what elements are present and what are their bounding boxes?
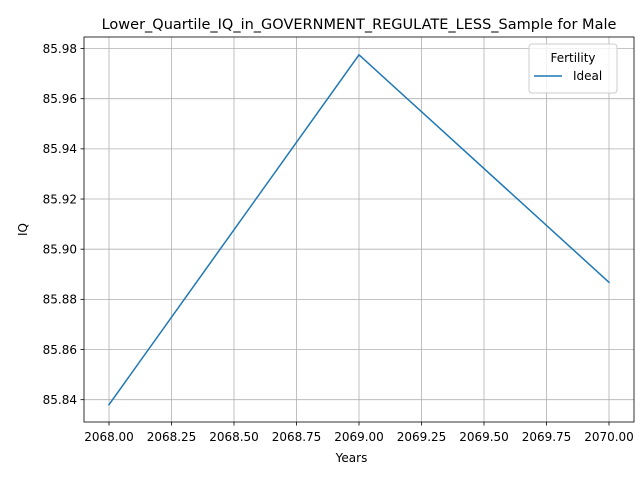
y-tick-label: 85.88	[43, 293, 77, 307]
legend-box	[528, 43, 618, 94]
x-axis-ticks: 2068.00 2068.25 2068.50 2068.75 2069.00 2069.…	[84, 422, 634, 444]
x-tick-label: 2068.00	[84, 430, 134, 444]
x-tick-label: 2068.75	[272, 430, 322, 444]
chart-title: Lower_Quartile_IQ_in_GOVERNMENT_REGULATE…	[102, 17, 617, 33]
x-axis-label: Years	[335, 451, 368, 465]
x-tick-label: 2069.75	[522, 430, 572, 444]
x-tick-label: 2069.25	[397, 430, 447, 444]
legend-label-ideal: Ideal	[573, 69, 602, 83]
x-tick-label: 2068.25	[147, 430, 197, 444]
x-tick-label: 2069.00	[334, 430, 384, 444]
x-tick-label: 2069.50	[459, 430, 509, 444]
y-axis-ticks: 85.84 85.86 85.88 85.90 85.92 85.94 85.96 85.98	[43, 42, 84, 407]
x-tick-label: 2068.50	[209, 430, 259, 444]
y-tick-label: 85.96	[43, 92, 77, 106]
legend-title: Fertility	[550, 51, 595, 65]
legend: Fertility Ideal	[528, 43, 618, 94]
x-tick-label: 2070.00	[584, 430, 634, 444]
y-tick-label: 85.94	[43, 142, 77, 156]
y-tick-label: 85.90	[43, 242, 77, 256]
y-tick-label: 85.92	[43, 192, 77, 206]
grid-lines	[84, 37, 634, 422]
y-axis-label: IQ	[16, 223, 30, 236]
series-layer	[107, 54, 611, 406]
y-tick-label: 85.84	[43, 393, 77, 407]
y-tick-label: 85.98	[43, 42, 77, 56]
y-tick-label: 85.86	[43, 343, 77, 357]
